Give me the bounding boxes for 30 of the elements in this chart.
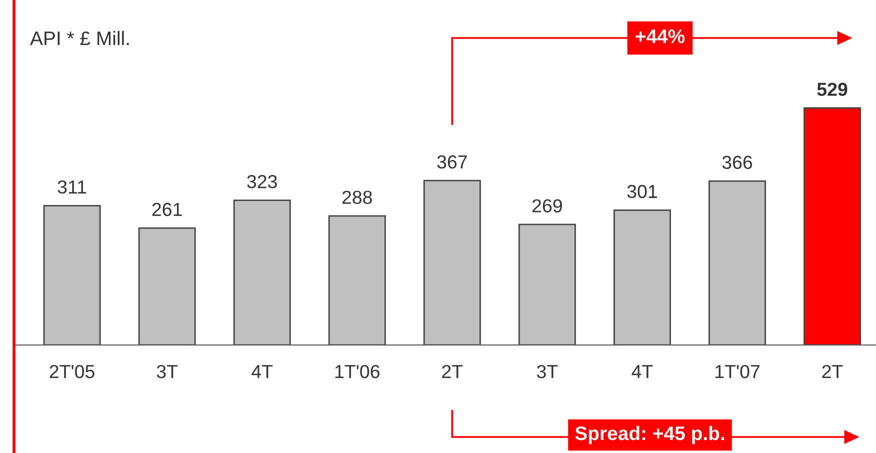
data-label: 323 [247, 175, 277, 188]
x-tick-label: 2T [442, 364, 463, 378]
bar [328, 215, 386, 345]
data-label: 301 [627, 184, 657, 198]
data-label: 366 [722, 156, 752, 170]
x-tick-label: 4T [252, 365, 273, 378]
bar [708, 180, 766, 345]
x-tick-label: 3T [156, 364, 178, 378]
data-label: 367 [437, 155, 467, 169]
data-label: 311 [58, 180, 86, 194]
text: Spread: +45 p.b. [575, 426, 724, 444]
bar [804, 107, 862, 345]
data-label: 288 [342, 190, 372, 204]
x-tick-label: 4T [632, 365, 653, 378]
bar [423, 180, 481, 345]
x-tick-label: 3T [536, 364, 558, 378]
text: +44% [636, 30, 685, 44]
x-tick-label: 1T'07 [716, 364, 760, 378]
chart-title: API * £ Mill. [30, 30, 129, 46]
bar [138, 227, 196, 345]
bar [233, 200, 291, 345]
bar [518, 224, 576, 345]
data-label: 261 [152, 202, 182, 216]
x-tick-label: 2T [822, 364, 843, 378]
x-tick-label: 2T'05 [50, 364, 94, 378]
data-label: 529 [817, 82, 848, 96]
bar [613, 209, 671, 345]
bar [43, 204, 101, 345]
data-label: 269 [532, 199, 562, 212]
x-tick-label: 1T'06 [335, 364, 380, 378]
